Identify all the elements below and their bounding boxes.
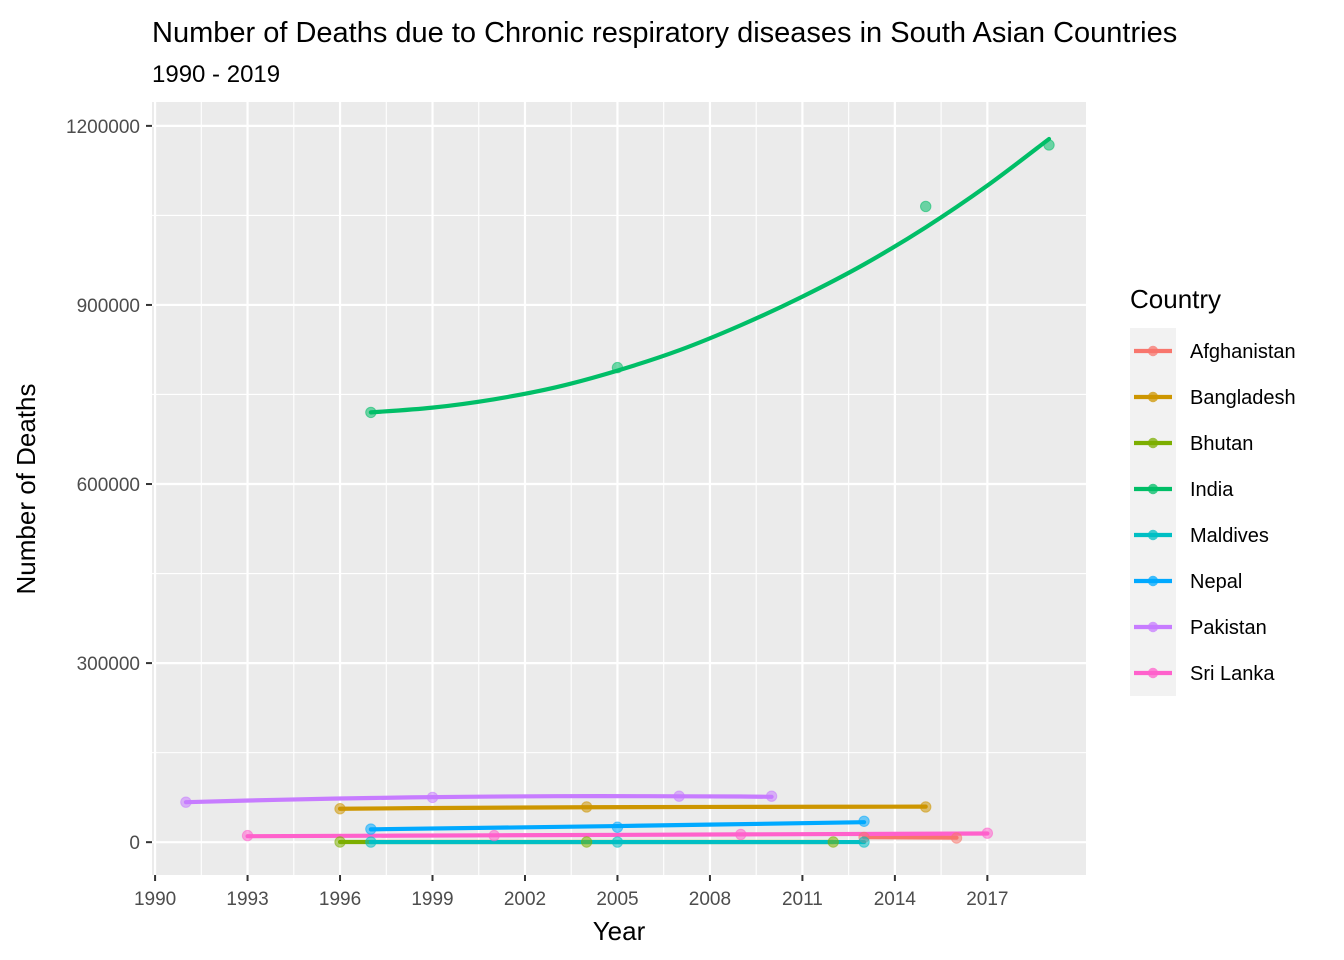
data-point-nepal xyxy=(858,815,870,827)
x-tick-label: 1996 xyxy=(319,889,361,910)
x-axis-title: Year xyxy=(593,916,646,946)
data-point-india xyxy=(365,406,377,419)
legend-label-maldives: Maldives xyxy=(1190,525,1269,547)
data-points xyxy=(180,139,1055,848)
x-tick-label: 2017 xyxy=(966,889,1008,910)
data-point-india xyxy=(611,361,624,374)
legend-label-bangladesh: Bangladesh xyxy=(1190,387,1296,409)
x-tick-label: 1999 xyxy=(411,889,453,910)
x-tick-label: 2002 xyxy=(504,889,546,910)
data-point-india xyxy=(920,200,932,213)
data-point-bangladesh xyxy=(920,801,932,813)
data-point-bhutan xyxy=(827,836,839,848)
major-gridlines xyxy=(152,102,1086,875)
legend-label-pakistan: Pakistan xyxy=(1190,617,1267,639)
data-point-sri-lanka xyxy=(488,829,500,842)
data-point-maldives xyxy=(365,836,377,848)
data-point-sri-lanka xyxy=(981,827,994,839)
trend-line-sri-lanka xyxy=(245,831,990,839)
data-point-pakistan xyxy=(673,790,685,802)
data-point-sri-lanka xyxy=(241,829,254,842)
legend-label-sri-lanka: Sri Lanka xyxy=(1190,663,1275,685)
x-tick-label: 2005 xyxy=(596,889,638,910)
trend-line-pakistan xyxy=(183,794,774,805)
minor-gridlines xyxy=(152,102,1086,875)
data-point-pakistan xyxy=(765,790,778,802)
trend-line-bangladesh xyxy=(337,804,928,811)
y-axis-title: Number of Deaths xyxy=(11,384,41,595)
data-point-bhutan xyxy=(580,836,593,848)
legend: Country Afghanistan Bangladesh Bhutan India… xyxy=(1130,284,1296,696)
x-tick-label: 1990 xyxy=(134,889,176,910)
trend-line-afghanistan xyxy=(861,835,959,840)
legend-point-india xyxy=(1147,483,1159,495)
y-tick-label: 1200000 xyxy=(66,117,140,138)
legend-point-nepal xyxy=(1147,575,1159,587)
data-point-afghanistan xyxy=(950,832,963,844)
y-tick-label: 0 xyxy=(129,833,140,854)
x-axis-tick-labels: 1990 1993 1996 1999 2002 2005 2008 2011 2014 2017 xyxy=(134,889,1009,910)
legend-title: Country xyxy=(1130,284,1221,314)
legend-label-bhutan: Bhutan xyxy=(1190,433,1253,455)
y-tick-label: 300000 xyxy=(77,654,140,675)
y-tick-label: 600000 xyxy=(77,475,140,496)
data-point-india xyxy=(1043,139,1055,151)
legend-point-pakistan xyxy=(1147,621,1159,633)
y-axis-tick-labels: 0 300000 600000 900000 1200000 xyxy=(66,117,140,854)
data-point-nepal xyxy=(611,821,624,833)
legend-point-bhutan xyxy=(1147,437,1159,449)
data-point-pakistan xyxy=(426,791,439,804)
legend-label-nepal: Nepal xyxy=(1190,571,1242,593)
data-point-bangladesh xyxy=(580,801,593,813)
x-tick-label: 2014 xyxy=(874,889,917,910)
data-point-bhutan xyxy=(334,836,346,848)
axis-ticks xyxy=(146,124,989,881)
legend-label-afghanistan: Afghanistan xyxy=(1190,341,1296,363)
legend-point-maldives xyxy=(1147,529,1159,541)
data-point-maldives xyxy=(858,836,870,848)
x-tick-label: 2011 xyxy=(782,889,823,910)
legend-items: Afghanistan Bangladesh Bhutan India Maldives… xyxy=(1130,328,1296,696)
legend-label-india: India xyxy=(1190,479,1234,501)
chart-title: Number of Deaths due to Chronic respirat… xyxy=(152,17,1177,49)
data-point-sri-lanka xyxy=(735,828,747,841)
plot-panel xyxy=(152,102,1086,875)
data-point-nepal xyxy=(365,823,377,835)
legend-point-sri-lanka xyxy=(1147,667,1159,679)
x-tick-label: 2008 xyxy=(689,889,731,910)
data-point-bangladesh xyxy=(334,803,346,815)
y-tick-label: 900000 xyxy=(77,296,140,317)
data-point-maldives xyxy=(611,836,624,848)
data-point-pakistan xyxy=(180,796,192,808)
chart-subtitle: 1990 - 2019 xyxy=(152,61,280,88)
x-tick-label: 1993 xyxy=(226,889,268,910)
trend-line-india xyxy=(368,136,1052,415)
legend-point-afghanistan xyxy=(1147,345,1159,357)
legend-point-bangladesh xyxy=(1147,391,1159,403)
